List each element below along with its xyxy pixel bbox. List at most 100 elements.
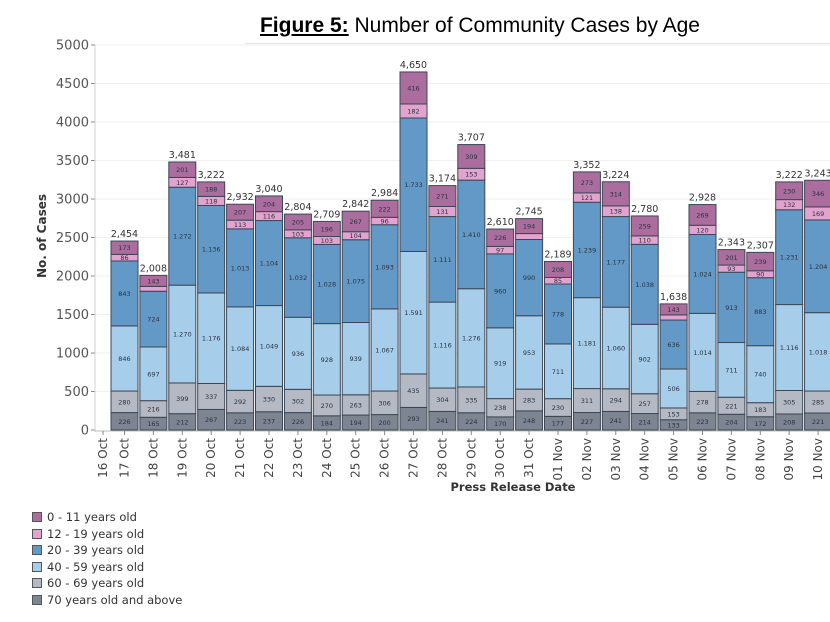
bar-stack: 248 283 953 990 194 2,745 bbox=[515, 207, 544, 431]
segment-label: 184 bbox=[321, 419, 333, 427]
segment-label: 960 bbox=[494, 287, 506, 295]
legend-swatch bbox=[32, 545, 42, 556]
total-label: 3,174 bbox=[429, 174, 456, 185]
segment-label: 293 bbox=[407, 415, 419, 423]
y-tick-label: 3000 bbox=[56, 193, 89, 208]
x-tick-label: 30 Oct bbox=[493, 438, 507, 478]
segment-label: 283 bbox=[523, 397, 535, 405]
y-tick-label: 1000 bbox=[56, 347, 89, 362]
segment-label: 208 bbox=[783, 418, 795, 426]
bar-segment bbox=[312, 220, 341, 237]
total-label: 2,008 bbox=[140, 263, 167, 274]
bar-segment bbox=[659, 314, 688, 321]
segment-label: 1.024 bbox=[693, 270, 712, 278]
segment-label: 143 bbox=[147, 277, 159, 285]
bar-segment bbox=[515, 239, 544, 317]
segment-label: 212 bbox=[176, 418, 188, 426]
segment-label: 1.067 bbox=[375, 346, 394, 354]
segment-label: 116 bbox=[263, 213, 275, 221]
bar-segment bbox=[486, 253, 515, 329]
bar-stack: 214 257 902 1.038 110 259 2,780 bbox=[630, 204, 659, 431]
x-tick-label: 19 Oct bbox=[175, 438, 189, 478]
y-axis-label: No. of Cases bbox=[35, 194, 49, 278]
bar-segment bbox=[630, 243, 659, 325]
segment-label: 267 bbox=[205, 416, 217, 424]
bar-segment bbox=[457, 179, 486, 290]
total-label: 2,189 bbox=[544, 249, 571, 260]
bar-segment bbox=[283, 213, 312, 231]
y-tick-label: 0 bbox=[81, 424, 89, 439]
total-label: 2,454 bbox=[111, 229, 138, 240]
segment-label: 778 bbox=[552, 310, 564, 318]
total-label: 2,984 bbox=[371, 188, 398, 199]
segment-label: 846 bbox=[118, 355, 130, 363]
segment-label: 1.136 bbox=[202, 246, 221, 254]
bar-segment bbox=[370, 308, 399, 392]
bar-stack: 224 335 1.276 1.410 153 309 3,707 bbox=[457, 133, 486, 431]
total-label: 3,707 bbox=[458, 133, 485, 144]
x-tick-label: 08 Nov bbox=[753, 438, 767, 481]
segment-label: 294 bbox=[610, 397, 622, 405]
x-tick-label: 04 Nov bbox=[638, 438, 652, 481]
x-tick-label: 05 Nov bbox=[667, 438, 681, 481]
bar-segment bbox=[544, 343, 572, 400]
segment-label: 939 bbox=[349, 355, 361, 363]
total-label: 2,709 bbox=[313, 209, 340, 220]
segment-label: 273 bbox=[581, 179, 593, 187]
segment-label: 399 bbox=[176, 395, 188, 403]
bar-segment bbox=[168, 284, 197, 384]
total-label: 2,932 bbox=[226, 192, 253, 203]
bar-segment bbox=[283, 316, 312, 390]
bar-stack: 172 183 740 883 90 239 2,307 bbox=[746, 240, 775, 431]
bar-segment bbox=[457, 144, 486, 169]
segment-label: 121 bbox=[581, 194, 593, 202]
x-tick-label: 22 Oct bbox=[262, 438, 276, 478]
bar-stack: 177 230 711 778 85 208 2,189 bbox=[544, 249, 572, 431]
bar-segment bbox=[515, 233, 544, 241]
y-tick-label: 2000 bbox=[56, 270, 89, 285]
segment-label: 346 bbox=[812, 190, 824, 198]
segment-label: 237 bbox=[263, 417, 275, 425]
bar-segment bbox=[428, 185, 457, 207]
segment-label: 138 bbox=[610, 208, 622, 216]
bar-stack: 223 278 1.014 1.024 120 269 2,928 bbox=[688, 193, 717, 431]
segment-label: 267 bbox=[349, 218, 361, 226]
bar-stack: 133 153 506 636 143 1,638 bbox=[659, 292, 688, 431]
segment-label: 1.084 bbox=[231, 345, 250, 353]
segment-label: 278 bbox=[696, 399, 708, 407]
bar-stack: 200 306 1.067 1.093 96 222 2,984 bbox=[370, 188, 399, 431]
segment-label: 883 bbox=[754, 308, 766, 316]
legend-item: 60 - 69 years old bbox=[32, 575, 182, 592]
total-label: 2,343 bbox=[718, 238, 745, 249]
x-tick-label: 16 Oct bbox=[96, 438, 110, 478]
segment-label: 170 bbox=[494, 420, 506, 428]
bar-segment bbox=[544, 283, 572, 345]
bar-segment bbox=[659, 319, 688, 370]
segment-label: 1.204 bbox=[809, 263, 828, 271]
segment-label: 1.231 bbox=[780, 254, 799, 262]
segment-label: 435 bbox=[407, 387, 419, 395]
bar-stack: 212 399 1.270 1.272 127 201 3,481 bbox=[168, 150, 197, 431]
x-tick-label: 29 Oct bbox=[464, 438, 478, 478]
segment-label: 271 bbox=[436, 193, 448, 201]
segment-label: 1.270 bbox=[173, 331, 192, 339]
segment-label: 222 bbox=[378, 205, 390, 213]
segment-label: 1.410 bbox=[462, 231, 481, 239]
bar-segment bbox=[168, 161, 197, 178]
bar-segment bbox=[139, 285, 168, 292]
bar-segment bbox=[255, 385, 283, 413]
total-label: 3,222 bbox=[776, 170, 803, 181]
total-label: 3,352 bbox=[573, 160, 600, 171]
legend-label: 70 years old and above bbox=[47, 592, 183, 607]
bar-segment bbox=[255, 305, 283, 387]
segment-label: 132 bbox=[783, 201, 795, 209]
bar-segment bbox=[370, 199, 399, 218]
segment-label: 259 bbox=[638, 222, 650, 230]
segment-label: 269 bbox=[696, 211, 708, 219]
bar-segment bbox=[688, 312, 717, 392]
bar-segment bbox=[312, 243, 341, 325]
bar-segment bbox=[630, 215, 659, 237]
segment-label: 711 bbox=[725, 366, 737, 374]
bar-segment bbox=[168, 186, 197, 286]
segment-label: 224 bbox=[465, 418, 477, 426]
